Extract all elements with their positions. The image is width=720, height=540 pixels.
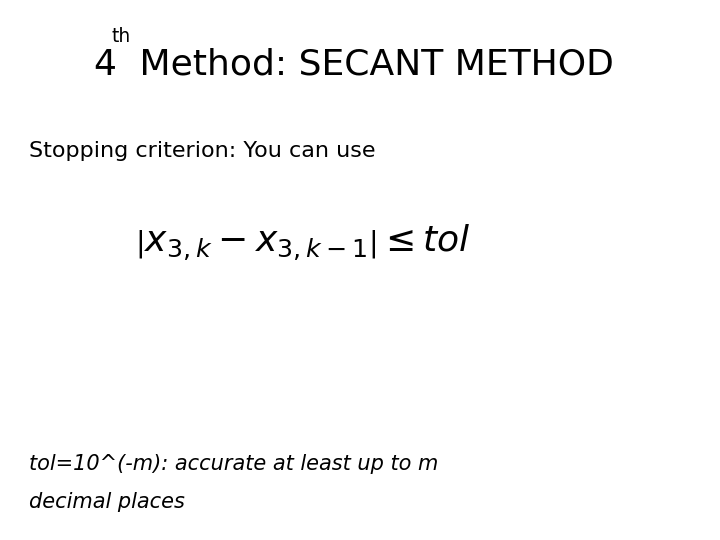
Text: 4: 4	[94, 48, 117, 82]
Text: decimal places: decimal places	[29, 492, 184, 512]
Text: $\left|x_{3,k} - x_{3,k-1}\right| \leq \mathit{tol}$: $\left|x_{3,k} - x_{3,k-1}\right| \leq \…	[135, 223, 470, 263]
Text: tol=10^(-m): accurate at least up to m: tol=10^(-m): accurate at least up to m	[29, 454, 438, 475]
Text: Method: SECANT METHOD: Method: SECANT METHOD	[128, 48, 614, 82]
Text: th: th	[112, 27, 131, 46]
Text: Stopping criterion: You can use: Stopping criterion: You can use	[29, 141, 375, 161]
